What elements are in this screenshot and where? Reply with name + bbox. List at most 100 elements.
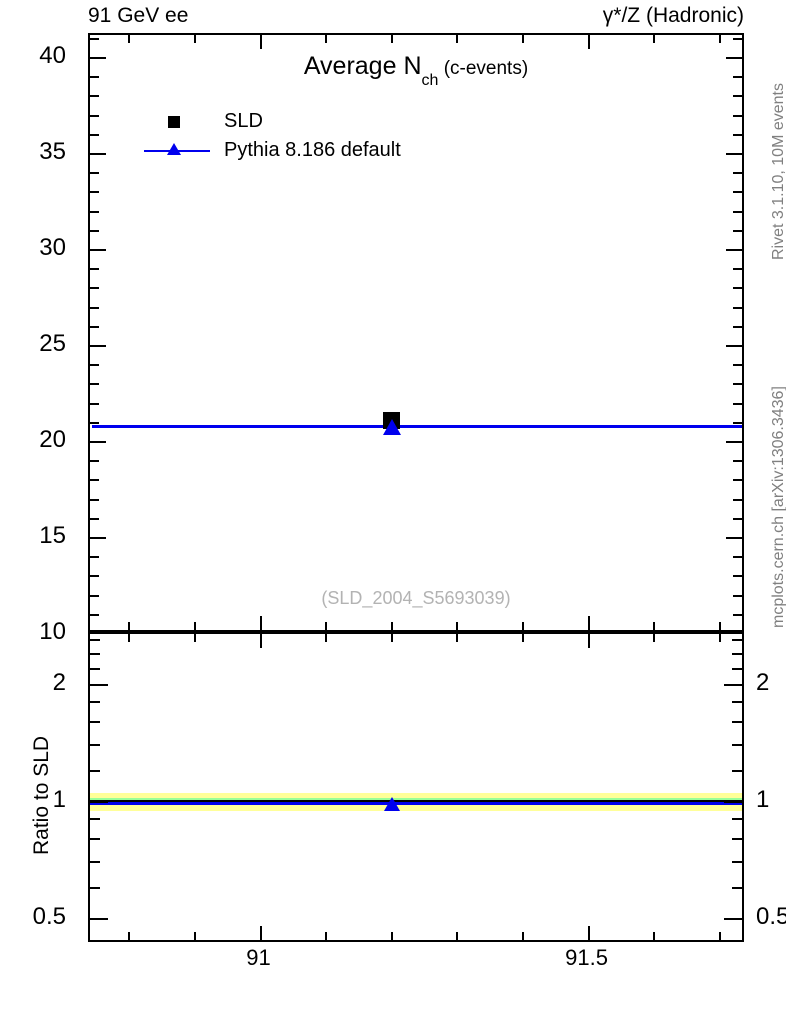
ratio-y-tick-label: 2 [52, 668, 66, 696]
y-tick-label: 40 [39, 42, 66, 70]
axis-tick [90, 769, 100, 772]
legend-marker-triangle-line [142, 136, 212, 165]
plot-title-suffix: (c-events) [443, 58, 529, 79]
axis-tick [718, 634, 721, 642]
axis-tick [726, 57, 742, 60]
axis-tick [90, 441, 106, 443]
axis-tick [653, 634, 656, 642]
axis-tick [733, 287, 742, 290]
ratio-plot-panel [88, 632, 744, 942]
axis-tick [90, 517, 99, 520]
ratio-pythia-line [90, 802, 742, 806]
main-y-axis-labels: 10 15 20 25 30 35 40 [0, 33, 80, 644]
axis-tick [90, 37, 99, 40]
axis-tick [653, 932, 656, 940]
axis-tick [90, 479, 99, 482]
axis-tick [726, 537, 742, 539]
ratio-pythia-point[interactable] [383, 796, 400, 811]
axis-tick [193, 35, 196, 43]
axis-tick [733, 191, 742, 194]
y-tick-label: 15 [39, 522, 66, 549]
axis-tick [733, 575, 742, 578]
axis-tick [90, 191, 99, 194]
triangle-marker-icon [167, 143, 181, 155]
axis-tick [587, 634, 590, 648]
axis-tick [90, 268, 99, 271]
axis-tick [718, 932, 721, 940]
axis-tick [90, 613, 99, 616]
y-tick-label: 10 [39, 618, 66, 645]
ratio-y-axis-labels-right: 0.5 1 2 [750, 632, 786, 942]
axis-tick [90, 402, 99, 405]
axis-tick [718, 35, 721, 43]
axis-tick [456, 932, 459, 940]
axis-tick [259, 35, 262, 49]
axis-tick [390, 35, 393, 43]
axis-tick [732, 639, 742, 642]
axis-tick [732, 721, 742, 724]
axis-tick [733, 268, 742, 271]
y-tick-label: 20 [39, 426, 66, 453]
axis-tick [128, 932, 131, 940]
axis-tick [732, 886, 742, 889]
axis-tick [325, 622, 328, 630]
plot-title-subscript: ch [421, 72, 439, 89]
legend: SLD Pythia 8.186 default [142, 107, 472, 165]
axis-tick [733, 460, 742, 463]
ratio-y-tick-label-right: 0.5 [756, 902, 786, 930]
axis-tick [128, 622, 131, 630]
mcplots-reference-note: mcplots.cern.ch [arXiv:1306.3436] [770, 386, 786, 628]
axis-tick [733, 172, 742, 175]
axis-tick [90, 210, 99, 213]
axis-tick [733, 229, 742, 232]
axis-tick [90, 57, 106, 60]
axis-tick [90, 421, 99, 424]
axis-tick [90, 537, 106, 539]
axis-tick [390, 622, 393, 630]
axis-tick [456, 622, 459, 630]
ratio-reference-line [90, 800, 742, 804]
legend-marker-square [142, 107, 212, 136]
axis-tick [128, 634, 131, 642]
axis-tick [733, 479, 742, 482]
axis-tick [90, 800, 108, 803]
ratio-y-tick-label-right: 1 [756, 785, 770, 813]
axis-tick [90, 114, 99, 117]
axis-tick [90, 460, 99, 463]
legend-entry-pythia[interactable]: Pythia 8.186 default [142, 136, 472, 165]
y-tick-label: 25 [39, 330, 66, 358]
axis-tick [90, 287, 99, 290]
axis-tick [732, 818, 742, 821]
legend-entry-sld[interactable]: SLD [142, 107, 472, 136]
axis-tick [521, 634, 524, 642]
axis-tick [325, 634, 328, 642]
axis-tick [718, 622, 721, 630]
axis-tick [90, 306, 99, 309]
axis-tick [259, 616, 262, 630]
pythia-data-point[interactable] [382, 418, 401, 435]
axis-tick [733, 517, 742, 520]
axis-tick [193, 622, 196, 630]
axis-tick [732, 652, 742, 655]
legend-label-pythia: Pythia 8.186 default [224, 139, 401, 161]
header-beam-label: 91 GeV ee [88, 4, 189, 27]
legend-label-sld: SLD [224, 110, 263, 132]
axis-tick [732, 701, 742, 704]
axis-tick [732, 769, 742, 772]
axis-tick [325, 35, 328, 43]
y-tick-label: 30 [39, 234, 66, 262]
axis-tick [733, 421, 742, 424]
axis-tick [724, 683, 742, 686]
axis-tick [90, 556, 99, 559]
ratio-y-tick-label: 0.5 [32, 902, 66, 930]
ratio-y-axis-labels-left: 0.5 1 2 [0, 632, 80, 942]
axis-tick [733, 37, 742, 40]
axis-tick [587, 926, 590, 940]
axis-tick [90, 76, 99, 79]
axis-tick [90, 345, 106, 348]
axis-tick [90, 575, 99, 578]
axis-tick [521, 932, 524, 940]
axis-tick [732, 838, 742, 841]
axis-tick [90, 721, 100, 724]
axis-tick [90, 133, 99, 136]
